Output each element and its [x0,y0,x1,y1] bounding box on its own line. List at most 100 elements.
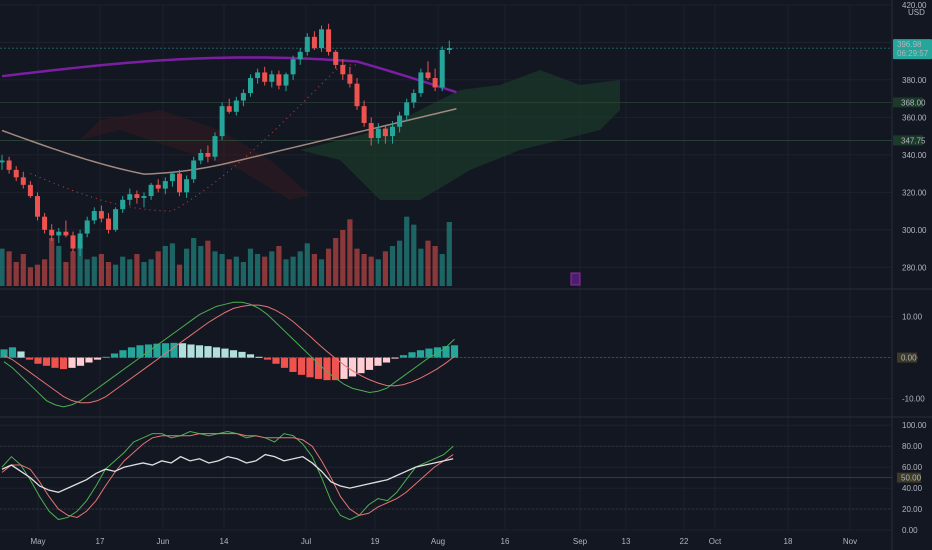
macd-histogram-bar [229,350,238,358]
candle-body [226,106,232,112]
volume-bar [155,251,161,286]
last-price-tag [893,39,932,60]
macd-histogram-bar [425,348,433,358]
level-tag-368 [893,97,923,108]
macd-histogram-bar [221,348,229,358]
candle-body [42,216,48,230]
macd-histogram-bar [68,357,76,368]
volume-bar [13,262,19,286]
candle-body [304,36,310,52]
candle-body [148,184,154,197]
currency-label: USD [908,8,925,17]
volume-bar [226,259,232,286]
osc-mid-tag [897,472,921,483]
volume-bar [113,264,119,286]
volume-bar [162,246,168,286]
candle-body [63,231,69,236]
volume-bar [176,264,183,286]
macd-histogram-bar [357,357,365,374]
volume-bar [205,240,211,286]
volume-bar [27,267,33,286]
macd-histogram-bar [153,343,161,358]
volume-bar [269,251,275,286]
volume-bar [283,259,289,286]
volume-bar [347,219,353,286]
volume-bar [120,256,126,286]
candle-body [212,136,218,157]
candle-body [27,184,33,197]
macd-histogram-bar [204,346,212,358]
macd-histogram-bar [399,355,408,358]
candle-body [326,29,332,52]
time-axis-label: 22 [680,537,689,546]
stoch-k-line [1,430,454,521]
osc-tick-label: 0.00 [902,526,918,535]
candle-body [113,209,119,230]
volume-bar [184,248,190,286]
macd-histogram-bar [306,357,314,378]
volume-bar [411,224,417,286]
candle-body [432,78,438,88]
volume-bar [368,256,374,286]
osc-tick-label: 80.00 [902,442,923,451]
osc-mid-tag-text: 50.00 [901,474,922,483]
price-tick-label: 420.00 [902,1,927,10]
macd-histogram-bar [348,357,357,377]
macd-histogram-bar [51,357,59,368]
volume-bar [134,254,140,286]
candle-body [240,93,246,101]
macd-histogram-bar [102,356,110,358]
candle-body [269,74,275,82]
macd-histogram-bar [263,357,272,360]
candle-body [397,115,403,127]
volume-bar [212,251,218,286]
volume-bar [446,222,452,286]
macd-histogram-bar [408,352,416,358]
volume-bar [354,248,360,286]
macd-histogram-bar [323,357,331,381]
volume-bar [56,246,62,286]
volume-bar [127,259,133,286]
level-tag-347 [893,135,923,146]
volume-bar [6,251,12,286]
volume-bar [297,251,303,286]
candle-body [205,152,211,157]
time-axis-label: Oct [709,537,722,546]
macd-histogram-bar [195,345,204,358]
volume-bar [98,254,104,286]
volume-bar [326,248,332,286]
candle-body [0,160,5,163]
time-axis-label: Jun [157,537,170,546]
macd-histogram-bar [272,357,280,364]
candle-body [141,196,147,198]
time-axis-label: 14 [220,537,229,546]
candle-body [347,74,353,84]
macd-histogram-bar [382,357,391,363]
candle-body [375,128,381,139]
candle-body [98,211,104,219]
candle-body [290,59,296,75]
candle-body [233,100,239,112]
candle-body [425,72,431,79]
volume-bar [304,243,310,286]
volume-bar [240,262,246,286]
volume-bar [91,256,97,286]
macd-histogram-bar [289,357,297,372]
macd-histogram-bar [119,350,127,358]
macd-histogram-bar [8,347,17,358]
volume-bar [432,246,438,286]
stoch-d-line [1,433,454,518]
volume-bar [247,248,254,286]
volume-bar [290,256,296,286]
macd-histogram-bar [238,351,246,358]
volume-bar [340,230,346,286]
macd-histogram-bar [365,357,374,370]
time-axis-label: 16 [501,537,510,546]
macd-histogram-bar [391,357,399,359]
volume-bar [42,259,48,286]
macd-histogram-bar [59,357,68,370]
macd-histogram-bar [34,357,42,364]
macd-histogram-bar [93,357,102,360]
macd-histogram-bar [255,356,263,358]
